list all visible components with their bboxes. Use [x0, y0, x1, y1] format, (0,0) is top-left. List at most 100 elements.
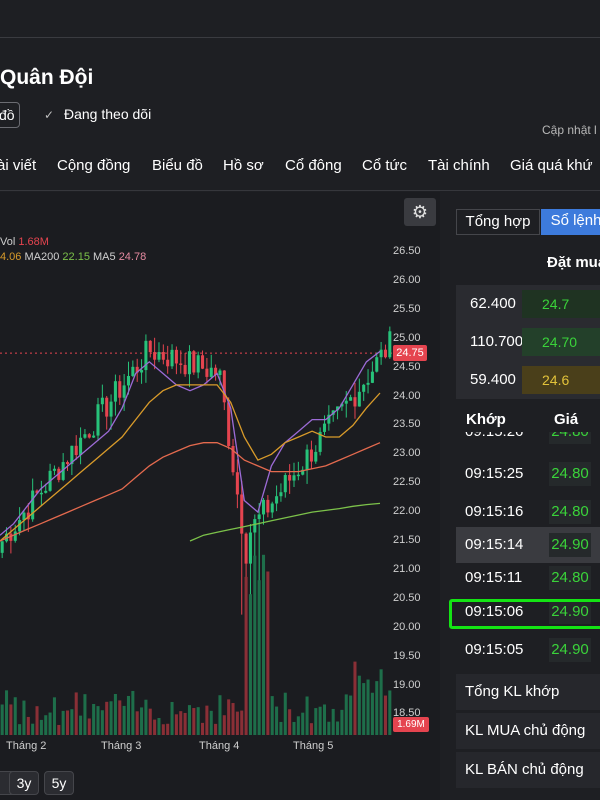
- candle-body: [318, 431, 322, 452]
- bid-price: 24.6: [522, 366, 600, 394]
- x-tick-label: Tháng 2: [6, 740, 47, 752]
- tab-dividends[interactable]: Cổ tức: [362, 157, 408, 174]
- volume-bar: [105, 701, 109, 735]
- candle-body: [140, 370, 144, 373]
- candle-body: [174, 349, 178, 364]
- y-tick-label: 26.50: [393, 245, 421, 257]
- volume-bar: [305, 696, 309, 735]
- candle-body: [222, 370, 226, 403]
- trades-list[interactable]: 09:15:26 24.80 09:15:25 24.80 09:15:16 24.80 0…: [0, 432, 600, 670]
- y-tick-label: 25.50: [393, 302, 421, 315]
- volume-bar: [349, 695, 353, 735]
- tab-shareholders[interactable]: Cổ đông: [285, 157, 342, 174]
- trade-time: 09:15:26: [465, 432, 523, 440]
- volume-bar: [31, 723, 35, 735]
- volume-bar: [61, 710, 65, 735]
- chart-chip-button[interactable]: đồ: [0, 102, 20, 128]
- x-tick-label: Tháng 5: [293, 740, 334, 752]
- candle-body: [288, 475, 292, 481]
- summary-row: [456, 713, 600, 749]
- gear-icon[interactable]: ⚙: [404, 198, 436, 226]
- active-buy-label: KL MUA chủ động: [465, 722, 586, 739]
- ma-line: [0, 350, 381, 536]
- tab-chart[interactable]: Biểu đồ: [152, 157, 203, 174]
- check-icon: ✓: [44, 108, 55, 122]
- volume-bar: [296, 716, 300, 735]
- candle-body: [370, 371, 374, 383]
- candle-body: [18, 520, 22, 532]
- candle-body: [366, 382, 370, 385]
- tab-community[interactable]: Cộng đồng: [57, 157, 131, 174]
- volume-bar: [288, 709, 292, 735]
- trade-time: 09:15:25: [465, 465, 524, 482]
- tab-posts[interactable]: ài viết: [0, 157, 37, 174]
- volume-bar: [336, 721, 340, 735]
- candle-body: [52, 468, 56, 471]
- price-chart[interactable]: [0, 192, 440, 762]
- y-tick-label: 23.50: [393, 418, 421, 431]
- volume-bar: [344, 694, 348, 735]
- candle-body: [118, 381, 122, 398]
- range-button-5y[interactable]: 5y: [44, 771, 74, 795]
- section-tabs: ài viết Cộng đồng Biểu đồ Hồ sơ Cổ đông …: [0, 157, 600, 181]
- volume-bar: [227, 699, 231, 735]
- candle-body: [296, 474, 300, 477]
- candle-body: [74, 445, 78, 456]
- highlight-box: [449, 599, 600, 629]
- candle-body: [126, 375, 131, 386]
- candle-body: [87, 434, 91, 438]
- volume-bar: [174, 714, 178, 735]
- candle-body: [65, 462, 70, 465]
- tab-order-book[interactable]: Sổ lệnh: [541, 209, 600, 235]
- y-tick-label: 18.50: [393, 707, 421, 720]
- follow-button[interactable]: ✓ Đang theo dõi: [44, 106, 151, 122]
- tab-price-history[interactable]: Giá quá khứ: [510, 157, 593, 174]
- volume-bar: [140, 707, 144, 735]
- volume-bar: [70, 709, 74, 735]
- candle-body: [362, 384, 366, 392]
- volume-bar: [292, 721, 296, 735]
- y-tick-label: 20.50: [393, 591, 421, 604]
- candle-body: [344, 400, 348, 404]
- tabs-divider: [0, 190, 600, 191]
- candle-body: [349, 397, 353, 401]
- tab-finance[interactable]: Tài chính: [428, 157, 490, 174]
- bid-volume: 59.400: [470, 371, 516, 388]
- candle-body: [218, 370, 222, 376]
- range-button-3y[interactable]: 3y: [9, 771, 39, 795]
- candle-body: [113, 381, 117, 402]
- y-tick-label: 26.00: [393, 273, 421, 286]
- volume-bar: [87, 718, 91, 735]
- trade-time: 09:15:11: [465, 569, 523, 586]
- y-tick-label: 24.50: [393, 360, 421, 373]
- tab-profile[interactable]: Hồ sơ: [223, 157, 264, 174]
- candle-body: [79, 437, 83, 456]
- volume-bar: [366, 679, 370, 735]
- trade-time: 09:15:06: [465, 603, 524, 620]
- volume-bar: [96, 706, 100, 735]
- candle-body: [22, 512, 26, 521]
- tab-summary[interactable]: Tổng hợp: [456, 209, 540, 235]
- volume-bar: [52, 697, 56, 735]
- volume-bar: [301, 712, 305, 735]
- trade-price: 24.80: [549, 566, 591, 590]
- candle-body: [61, 462, 65, 480]
- volume-bar: [196, 707, 200, 735]
- candle-body: [357, 391, 361, 407]
- volume-bar: [257, 580, 261, 735]
- volume-bar: [318, 706, 322, 735]
- active-sell-label: KL BÁN chủ động: [465, 761, 584, 778]
- volume-bar: [148, 708, 152, 735]
- volume-bar: [231, 703, 235, 735]
- volume-bar: [135, 711, 139, 735]
- candle-body: [301, 469, 305, 475]
- updated-label: Cập nhật l: [542, 123, 597, 137]
- volume-bar: [0, 704, 4, 735]
- col-price-header: Giá: [554, 411, 579, 428]
- y-tick-label: 21.00: [393, 562, 421, 575]
- volume-bar: [275, 706, 279, 735]
- volume-bar: [100, 710, 104, 735]
- candle-body: [183, 364, 187, 375]
- bid-price: 24.70: [522, 328, 600, 356]
- volume-bar: [153, 719, 157, 735]
